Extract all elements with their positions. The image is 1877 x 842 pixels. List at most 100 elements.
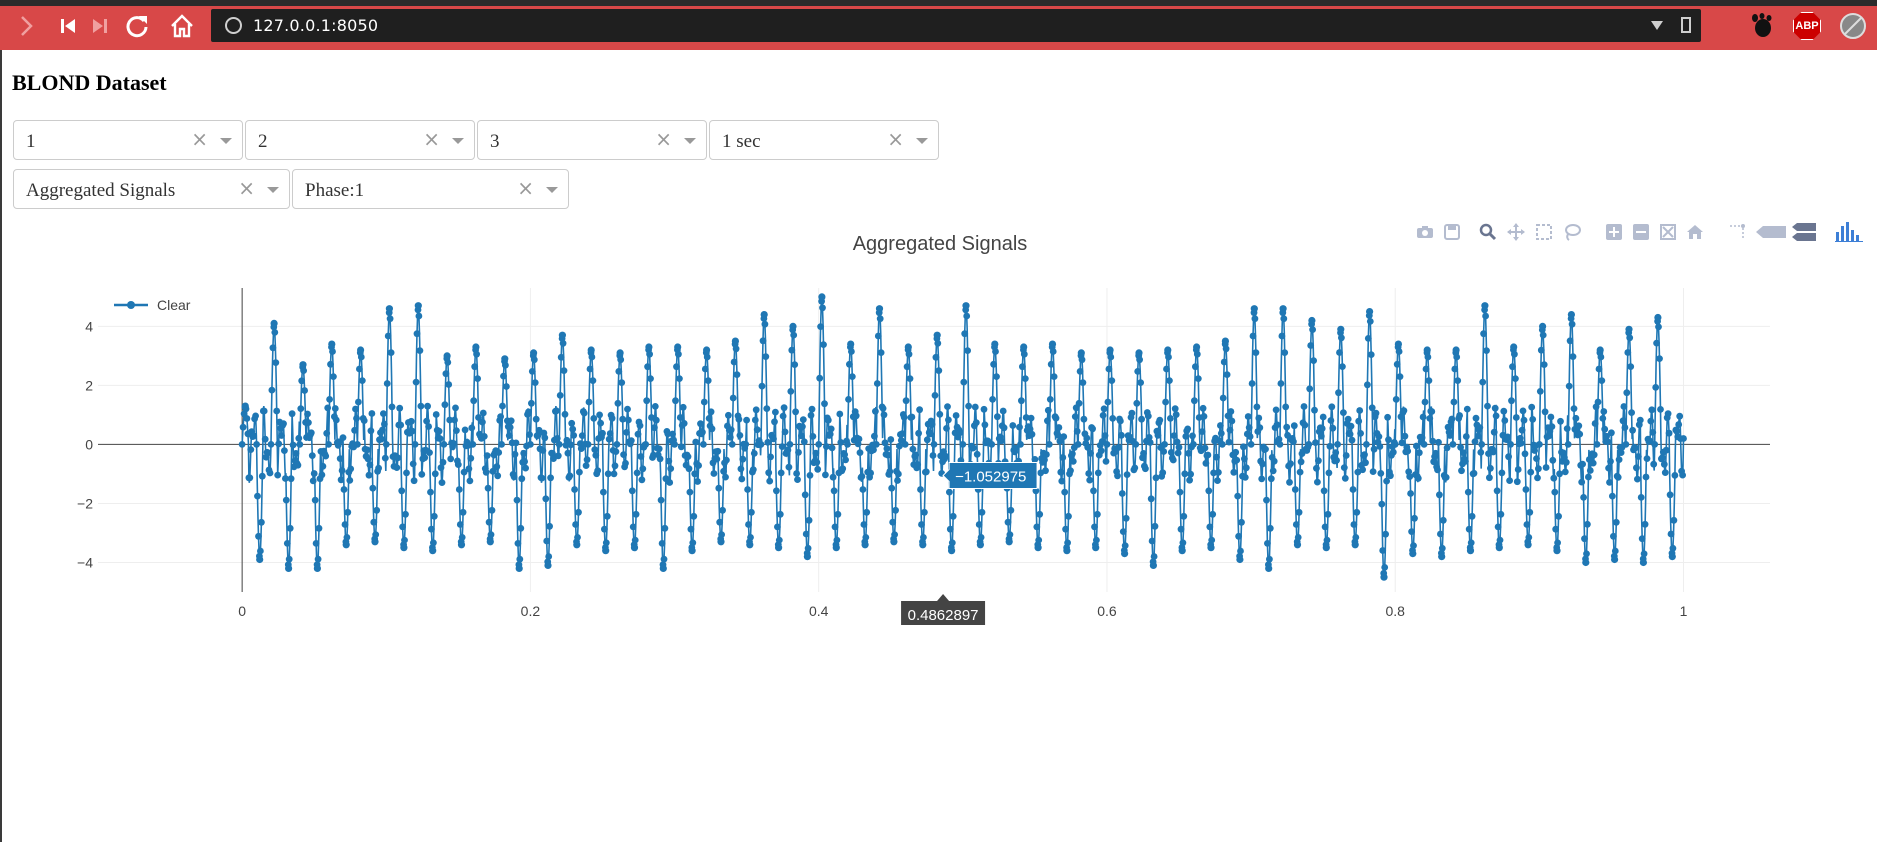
data-point: [714, 447, 722, 455]
data-point: [824, 416, 832, 424]
chevron-down-icon[interactable]: [220, 138, 232, 144]
chevron-down-icon[interactable]: [684, 138, 696, 144]
legend-label[interactable]: Clear: [157, 297, 191, 313]
data-point: [1348, 436, 1356, 444]
data-point: [425, 423, 432, 430]
data-point: [820, 341, 827, 348]
data-point: [842, 456, 849, 464]
trough-point: [1034, 544, 1042, 552]
data-point: [446, 416, 454, 424]
pan-icon[interactable]: [1506, 222, 1526, 242]
save-icon[interactable]: [1442, 222, 1462, 242]
data-point: [1387, 472, 1394, 480]
data-point: [1187, 470, 1194, 478]
url-dropdown-icon[interactable]: [1651, 21, 1663, 30]
data-point: [1222, 345, 1230, 353]
zoom-out-icon[interactable]: [1631, 222, 1651, 242]
chevron-down-icon[interactable]: [267, 187, 279, 193]
chevron-down-icon[interactable]: [916, 138, 928, 144]
data-point: [806, 472, 814, 479]
gnome-extension-icon[interactable]: [1747, 11, 1777, 41]
chevron-down-icon[interactable]: [546, 187, 558, 193]
home-icon[interactable]: [168, 12, 196, 40]
data-point: [278, 432, 285, 439]
data-point: [432, 411, 440, 418]
address-bar[interactable]: 127.0.0.1:8050: [211, 9, 1701, 42]
skip-back-icon[interactable]: [54, 12, 82, 40]
url-text[interactable]: 127.0.0.1:8050: [253, 16, 379, 35]
data-point: [1182, 433, 1190, 440]
data-point: [1640, 550, 1648, 558]
autoscale-icon[interactable]: [1658, 222, 1678, 242]
data-point: [1201, 444, 1209, 452]
data-point: [1479, 378, 1487, 386]
duration-dropdown[interactable]: 1 sec ×: [709, 120, 939, 160]
bookmark-icon[interactable]: [1681, 17, 1691, 33]
device-dropdown[interactable]: 2 ×: [245, 120, 475, 160]
data-point: [1451, 365, 1459, 373]
data-point: [591, 446, 599, 453]
phase-dropdown[interactable]: Phase:1 ×: [292, 169, 569, 209]
data-point: [347, 465, 355, 473]
lasso-select-icon[interactable]: [1562, 222, 1582, 242]
box-select-icon[interactable]: [1534, 222, 1554, 242]
clear-icon[interactable]: ×: [423, 127, 440, 151]
aggregated-signals-chart[interactable]: Aggregated Signals 0 0.2 0.4 0.6 0.8 1 4 2 0 −2 −…: [0, 230, 1877, 770]
zoom-in-icon[interactable]: [1604, 222, 1624, 242]
clear-icon[interactable]: ×: [887, 127, 904, 151]
data-point: [288, 410, 296, 418]
reload-icon[interactable]: [123, 12, 151, 40]
chart-legend[interactable]: Clear: [114, 297, 191, 313]
data-point: [1028, 430, 1036, 438]
data-point: [388, 403, 396, 411]
reset-axes-icon[interactable]: [1685, 222, 1705, 242]
peak-point: [789, 322, 797, 330]
data-point: [1242, 464, 1250, 472]
clear-icon[interactable]: ×: [238, 176, 255, 200]
y-tick-label: 2: [85, 377, 93, 393]
data-point: [896, 442, 903, 450]
signal-type-dropdown[interactable]: Aggregated Signals ×: [13, 169, 290, 209]
skip-forward-icon[interactable]: [86, 12, 114, 40]
clear-icon[interactable]: ×: [655, 127, 672, 151]
data-point: [588, 353, 596, 361]
channel-dropdown[interactable]: 3 ×: [477, 120, 707, 160]
site-info-icon[interactable]: [225, 17, 242, 34]
data-point: [1424, 353, 1432, 361]
data-point: [660, 555, 668, 563]
clear-icon[interactable]: ×: [191, 127, 208, 151]
hover-closest-icon[interactable]: [1755, 222, 1787, 242]
camera-icon[interactable]: [1415, 222, 1435, 242]
data-point: [657, 496, 665, 504]
chart-series[interactable]: [238, 293, 1687, 581]
data-point: [1606, 479, 1613, 486]
data-point: [304, 410, 311, 418]
hover-compare-icon[interactable]: [1791, 222, 1817, 242]
plotly-logo-icon[interactable]: [1834, 222, 1864, 242]
zoom-icon[interactable]: [1478, 222, 1498, 242]
trough-point: [400, 544, 408, 552]
forward-icon[interactable]: [12, 12, 40, 40]
data-point: [944, 403, 951, 410]
data-point: [469, 441, 477, 448]
spike-lines-icon[interactable]: [1727, 222, 1747, 242]
profile-icon[interactable]: [1838, 11, 1868, 41]
adblock-plus-icon[interactable]: ABP: [1792, 11, 1822, 41]
peak-point: [904, 343, 912, 351]
house-dropdown[interactable]: 1 ×: [13, 120, 243, 160]
data-point: [1465, 525, 1473, 533]
data-point: [440, 441, 448, 448]
data-point: [1044, 406, 1052, 414]
data-point: [1334, 441, 1341, 448]
chevron-down-icon[interactable]: [452, 138, 464, 144]
data-point: [324, 404, 332, 412]
data-point: [679, 403, 687, 411]
clear-icon[interactable]: ×: [517, 176, 534, 200]
data-point: [771, 418, 778, 426]
peak-point: [443, 352, 451, 360]
data-point: [575, 508, 582, 516]
data-point: [305, 419, 312, 426]
data-point: [975, 521, 983, 528]
data-point: [1074, 441, 1082, 448]
data-point: [692, 438, 700, 446]
